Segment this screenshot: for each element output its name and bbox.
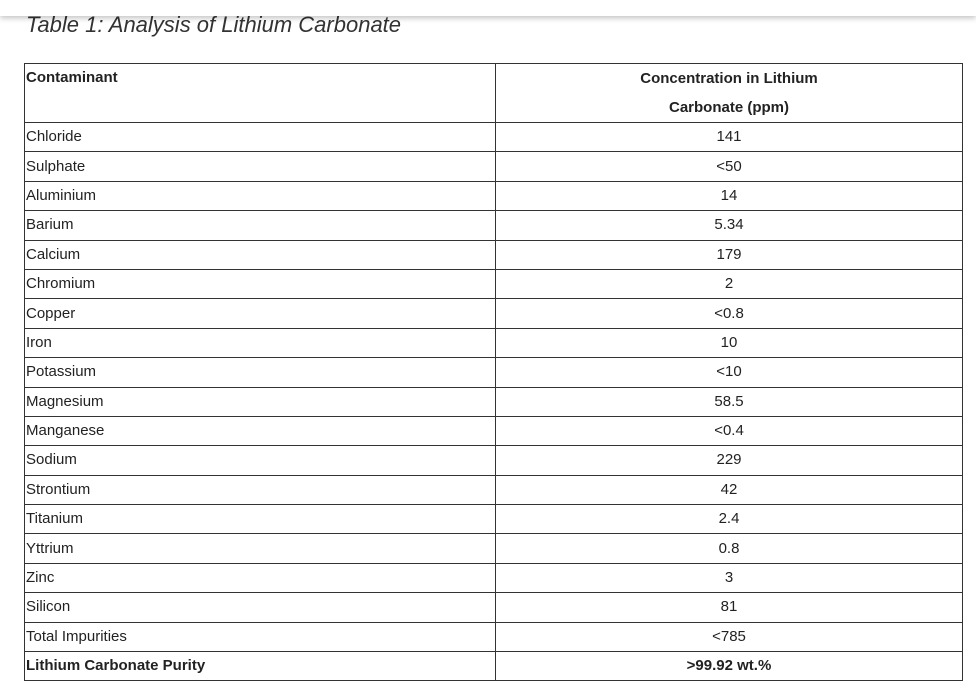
concentration-cell: 0.8	[495, 533, 963, 564]
table-row: Lithium Carbonate Purity >99.92 wt.%	[24, 651, 963, 682]
contaminant-cell: Strontium	[24, 474, 496, 506]
contaminant-cell: Chloride	[24, 121, 496, 153]
concentration-cell: 141	[495, 121, 963, 153]
concentration-cell: <0.8	[495, 298, 963, 329]
table-row: Zinc 3	[24, 562, 963, 594]
top-bar	[0, 0, 976, 16]
table-row: Calcium 179	[24, 239, 963, 270]
header-text: Concentration in Lithium Carbonate (ppm)	[640, 70, 818, 116]
table-row: Magnesium 58.5	[24, 386, 963, 417]
contaminant-cell: Total Impurities	[24, 621, 496, 653]
table-row: Barium 5.34	[24, 210, 963, 241]
concentration-cell: 2.4	[495, 504, 963, 535]
table-row: Yttrium 0.8	[24, 533, 963, 564]
table-row: Chloride 141	[24, 121, 963, 153]
contaminant-cell: Lithium Carbonate Purity	[24, 651, 496, 682]
table-row: Chromium 2	[24, 268, 963, 300]
table-row: Titanium 2.4	[24, 504, 963, 535]
concentration-cell: 2	[495, 268, 963, 300]
table-row: Strontium 42	[24, 474, 963, 506]
table-row: Copper <0.8	[24, 298, 963, 329]
concentration-cell: >99.92 wt.%	[495, 651, 963, 682]
contaminant-cell: Yttrium	[24, 533, 496, 564]
contaminant-cell: Copper	[24, 298, 496, 329]
contaminant-cell: Chromium	[24, 268, 496, 300]
contaminant-cell: Silicon	[24, 592, 496, 623]
contaminant-cell: Sodium	[24, 445, 496, 476]
contaminant-cell: Barium	[24, 210, 496, 241]
concentration-cell: 229	[495, 445, 963, 476]
table-row: Potassium <10	[24, 357, 963, 388]
concentration-cell: <50	[495, 151, 963, 182]
analysis-table: Contaminant Concentration in Lithium Car…	[24, 63, 963, 682]
table-body: Chloride 141 Sulphate <50 Aluminium 14 Barium 5…	[24, 121, 963, 682]
table-row: Aluminium 14	[24, 180, 963, 212]
contaminant-cell: Magnesium	[24, 386, 496, 417]
header-row: Contaminant Concentration in Lithium Car…	[24, 63, 963, 123]
table-row: Manganese <0.4	[24, 415, 963, 447]
concentration-cell: 42	[495, 474, 963, 506]
concentration-cell: 81	[495, 592, 963, 623]
contaminant-cell: Calcium	[24, 239, 496, 270]
contaminant-cell: Iron	[24, 327, 496, 359]
concentration-cell: 14	[495, 180, 963, 212]
contaminant-cell: Aluminium	[24, 180, 496, 212]
table-row: Sodium 229	[24, 445, 963, 476]
table-row: Total Impurities <785	[24, 621, 963, 653]
concentration-cell: <10	[495, 357, 963, 388]
concentration-cell: <0.4	[495, 415, 963, 447]
table-row: Iron 10	[24, 327, 963, 359]
contaminant-cell: Titanium	[24, 504, 496, 535]
concentration-cell: 179	[495, 239, 963, 270]
table-title: Table 1: Analysis of Lithium Carbonate	[26, 12, 402, 37]
contaminant-cell: Sulphate	[24, 151, 496, 182]
concentration-cell: 58.5	[495, 386, 963, 417]
concentration-cell: 5.34	[495, 210, 963, 241]
header-cell: Contaminant	[24, 63, 496, 123]
contaminant-cell: Potassium	[24, 357, 496, 388]
contaminant-cell: Manganese	[24, 415, 496, 447]
concentration-cell: 3	[495, 562, 963, 594]
concentration-cell: 10	[495, 327, 963, 359]
concentration-cell: <785	[495, 621, 963, 653]
header-cell: Concentration in Lithium Carbonate (ppm)	[495, 63, 963, 123]
table-row: Sulphate <50	[24, 151, 963, 182]
contaminant-cell: Zinc	[24, 562, 496, 594]
table-row: Silicon 81	[24, 592, 963, 623]
